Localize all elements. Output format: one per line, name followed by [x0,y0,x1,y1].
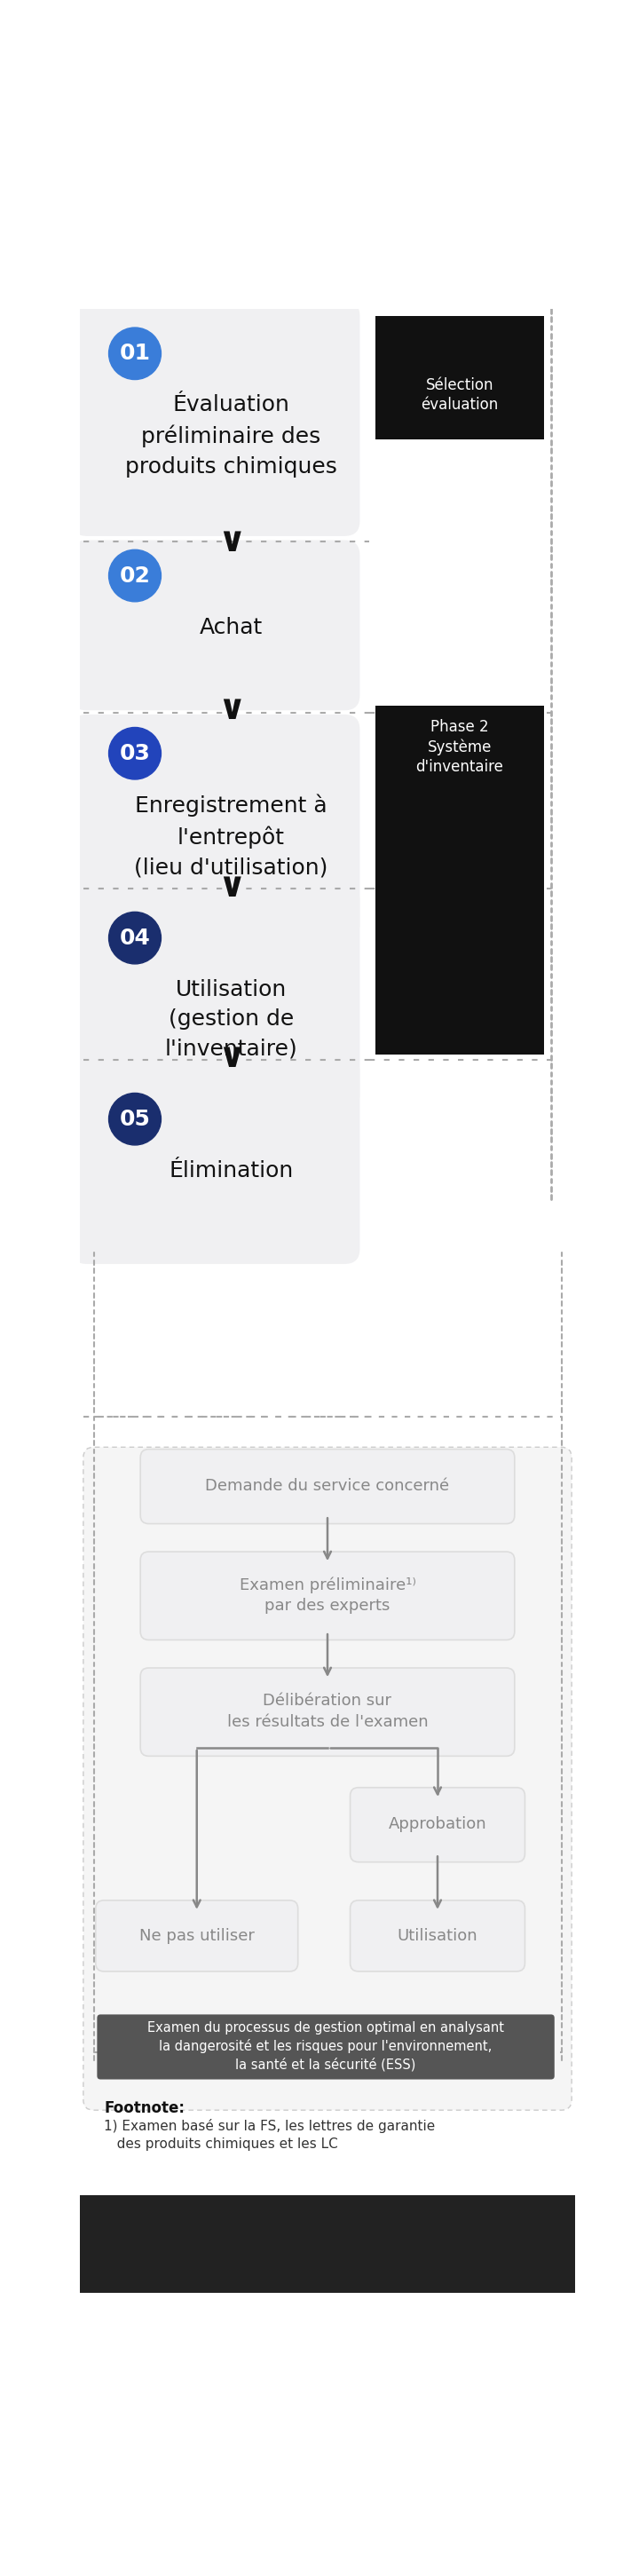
Circle shape [109,327,161,379]
FancyBboxPatch shape [96,1901,298,1971]
FancyBboxPatch shape [72,1056,360,1265]
Text: Enregistrement à
l'entrepôt
(lieu d'utilisation): Enregistrement à l'entrepôt (lieu d'util… [134,793,328,878]
FancyBboxPatch shape [141,1450,514,1522]
Text: Sélection
évaluation: Sélection évaluation [421,379,498,412]
Text: Demande du service concerné: Demande du service concerné [205,1479,450,1494]
FancyBboxPatch shape [350,1901,525,1971]
Circle shape [109,1092,161,1146]
FancyBboxPatch shape [72,714,360,940]
Text: Élimination: Élimination [169,1159,293,1182]
Text: Achat: Achat [199,616,263,639]
Text: ∨: ∨ [217,871,245,904]
Text: 04: 04 [119,927,150,948]
Text: Utilisation: Utilisation [397,1927,478,1945]
Text: Examen du processus de gestion optimal en analysant
la dangerosité et les risque: Examen du processus de gestion optimal e… [147,2022,504,2071]
FancyBboxPatch shape [72,301,360,536]
FancyBboxPatch shape [376,317,544,438]
Text: Phase 2
Système
d'inventaire: Phase 2 Système d'inventaire [416,719,504,775]
FancyBboxPatch shape [97,2014,555,2079]
Text: Délibération sur
les résultats de l'examen: Délibération sur les résultats de l'exam… [227,1692,428,1731]
Text: 01: 01 [119,343,150,363]
Text: ∨: ∨ [217,693,245,726]
FancyBboxPatch shape [72,541,360,711]
Text: Évaluation
préliminaire des
produits chimiques: Évaluation préliminaire des produits chi… [125,394,337,477]
FancyBboxPatch shape [350,1788,525,1862]
Text: Ne pas utiliser: Ne pas utiliser [139,1927,254,1945]
FancyBboxPatch shape [141,1667,514,1757]
Circle shape [109,726,161,781]
FancyBboxPatch shape [376,706,544,1054]
Text: 1) Examen basé sur la FS, les lettres de garantie
   des produits chimiques et l: 1) Examen basé sur la FS, les lettres de… [104,2120,435,2151]
Text: 02: 02 [119,564,150,587]
Circle shape [109,549,161,603]
FancyBboxPatch shape [72,886,360,1110]
Text: Approbation: Approbation [389,1816,487,1832]
Text: ∨: ∨ [217,1041,245,1074]
Text: ∨: ∨ [217,526,245,559]
Text: Examen préliminaire¹⁾
par des experts: Examen préliminaire¹⁾ par des experts [239,1577,416,1615]
FancyBboxPatch shape [141,1551,514,1641]
Circle shape [109,912,161,963]
Text: Footnote:: Footnote: [104,2099,185,2115]
Text: 05: 05 [119,1108,150,1131]
Text: Utilisation
(gestion de
l'inventaire): Utilisation (gestion de l'inventaire) [165,979,298,1059]
FancyBboxPatch shape [80,2195,575,2293]
Text: 03: 03 [119,742,150,765]
FancyBboxPatch shape [83,1448,572,2110]
